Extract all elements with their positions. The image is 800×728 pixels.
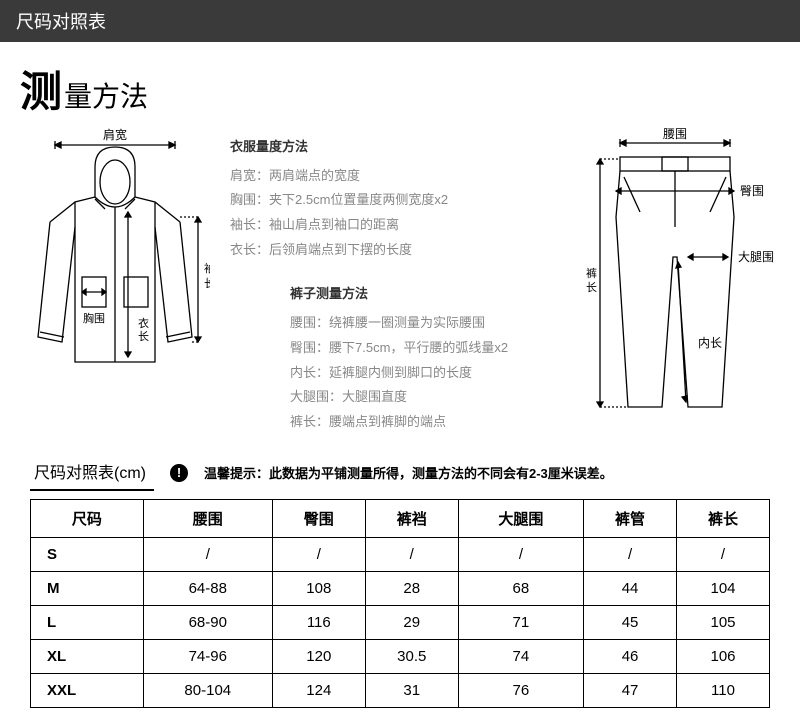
table-header: 尺码 腰围 臀围 裤裆 大腿围 裤管 裤长 (31, 499, 770, 537)
table-row: L68-90116297145105 (31, 605, 770, 639)
jacket-method-block: 衣服量度方法 肩宽：两肩端点的宽度 胸围：夹下2.5cm位置量度两侧宽度x2 袖… (230, 135, 560, 262)
table-header-row: 尺码对照表(cm) ! 温馨提示：此数据为平铺测量所得，测量方法的不同会有2-3… (30, 455, 770, 491)
pants-method-line: 内长：延裤腿内侧到脚口的长度 (290, 361, 560, 386)
label-sleeve-b: 长 (204, 277, 210, 290)
pants-method-line: 腰围：绕裤腰一圈测量为实际腰围 (290, 311, 560, 336)
pants-method-title: 裤子测量方法 (290, 282, 560, 307)
table-row: M64-88108286844104 (31, 571, 770, 605)
label-plength-b: 长 (586, 281, 597, 294)
header-bar: 尺码对照表 (0, 0, 800, 42)
col-header: 腰围 (143, 499, 272, 537)
table-cell: 47 (584, 673, 677, 707)
table-cell: 80-104 (143, 673, 272, 707)
col-header: 裤长 (677, 499, 770, 537)
table-cell: 64-88 (143, 571, 272, 605)
diagram-section: 肩宽 胸围 衣 长 袖 长 衣服量度方法 肩宽：两肩端点的宽度 胸围：夹下2.5… (20, 127, 780, 435)
jacket-method-line: 肩宽：两肩端点的宽度 (230, 164, 560, 189)
table-cell: 76 (458, 673, 583, 707)
table-cell: 68 (458, 571, 583, 605)
jacket-diagram: 肩宽 胸围 衣 长 袖 长 (20, 127, 210, 402)
table-cell: / (272, 537, 365, 571)
table-cell: 68-90 (143, 605, 272, 639)
table-cell: 108 (272, 571, 365, 605)
label-sleeve-a: 袖 (204, 261, 210, 275)
table-cell: 31 (365, 673, 458, 707)
table-cell: / (584, 537, 677, 571)
table-cell: 74-96 (143, 639, 272, 673)
tip-icon: ! (170, 464, 188, 482)
col-header: 裤裆 (365, 499, 458, 537)
table-cell: 30.5 (365, 639, 458, 673)
method-text: 衣服量度方法 肩宽：两肩端点的宽度 胸围：夹下2.5cm位置量度两侧宽度x2 袖… (230, 127, 560, 435)
pants-method-block: 裤子测量方法 腰围：绕裤腰一圈测量为实际腰围 臀围：腰下7.5cm，平行腰的弧线… (230, 282, 560, 434)
table-cell: / (458, 537, 583, 571)
label-length-b: 长 (138, 330, 149, 343)
label-thigh: 大腿围 (738, 250, 774, 264)
table-row: S////// (31, 537, 770, 571)
table-cell: 44 (584, 571, 677, 605)
table-cell: / (143, 537, 272, 571)
label-chest: 胸围 (83, 311, 105, 325)
jacket-method-line: 胸围：夹下2.5cm位置量度两侧宽度x2 (230, 188, 560, 213)
jacket-method-line: 袖长：袖山肩点到袖口的距离 (230, 213, 560, 238)
col-header: 裤管 (584, 499, 677, 537)
main-title: 测 量方法 (20, 58, 780, 119)
table-cell: S (31, 537, 144, 571)
table-cell: 110 (677, 673, 770, 707)
table-cell: 29 (365, 605, 458, 639)
table-cell: 45 (584, 605, 677, 639)
table-cell: 116 (272, 605, 365, 639)
pants-method-line: 大腿围：大腿围直度 (290, 385, 560, 410)
jacket-method-title: 衣服量度方法 (230, 135, 560, 160)
table-cell: 124 (272, 673, 365, 707)
table-cell: M (31, 571, 144, 605)
pants-method-line: 裤长：腰端点到裤脚的端点 (290, 410, 560, 435)
table-cell: 105 (677, 605, 770, 639)
table-title: 尺码对照表(cm) (30, 455, 154, 491)
table-cell: 104 (677, 571, 770, 605)
col-header: 大腿围 (458, 499, 583, 537)
table-cell: 46 (584, 639, 677, 673)
tip-text: 温馨提示：此数据为平铺测量所得，测量方法的不同会有2-3厘米误差。 (204, 463, 613, 482)
table-cell: 120 (272, 639, 365, 673)
jacket-method-line: 衣长：后领肩端点到下摆的长度 (230, 238, 560, 263)
content: 测 量方法 (0, 42, 800, 728)
col-header: 尺码 (31, 499, 144, 537)
pants-diagram: 腰围 臀围 大腿围 内长 裤 长 (580, 127, 780, 432)
table-row: XXL80-104124317647110 (31, 673, 770, 707)
label-plength-a: 裤 (586, 266, 597, 280)
table-cell: XL (31, 639, 144, 673)
header-title: 尺码对照表 (16, 12, 106, 32)
label-inseam: 内长 (698, 336, 722, 350)
title-rest: 量方法 (64, 75, 148, 115)
table-cell: 71 (458, 605, 583, 639)
title-big: 测 (20, 58, 62, 119)
table-cell: 28 (365, 571, 458, 605)
table-cell: / (365, 537, 458, 571)
table-section: 尺码对照表(cm) ! 温馨提示：此数据为平铺测量所得，测量方法的不同会有2-3… (20, 455, 780, 708)
pants-method-line: 臀围：腰下7.5cm，平行腰的弧线量x2 (290, 336, 560, 361)
table-cell: 74 (458, 639, 583, 673)
table-cell: 106 (677, 639, 770, 673)
table-row: XL74-9612030.57446106 (31, 639, 770, 673)
label-length-a: 衣 (138, 316, 149, 330)
col-header: 臀围 (272, 499, 365, 537)
label-hip: 臀围 (740, 184, 764, 198)
table-cell: XXL (31, 673, 144, 707)
table-cell: / (677, 537, 770, 571)
label-waist: 腰围 (663, 127, 687, 141)
label-shoulder: 肩宽 (103, 127, 127, 142)
size-table: 尺码 腰围 臀围 裤裆 大腿围 裤管 裤长 S//////M64-8810828… (30, 499, 770, 708)
table-cell: L (31, 605, 144, 639)
